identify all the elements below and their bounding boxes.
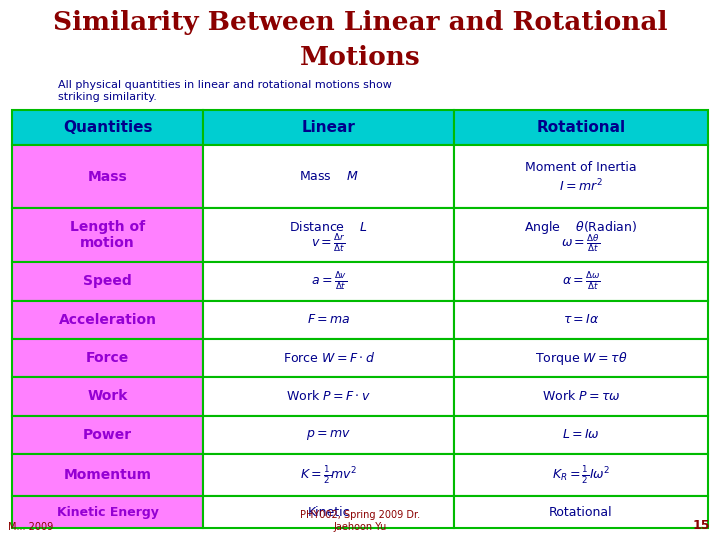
Bar xyxy=(12,416,204,454)
Text: Power: Power xyxy=(83,428,132,442)
Text: Momentum: Momentum xyxy=(63,468,152,482)
Text: $K = \frac{1}{2}mv^2$: $K = \frac{1}{2}mv^2$ xyxy=(300,464,357,486)
Bar xyxy=(204,377,454,416)
Bar xyxy=(454,454,708,496)
Text: Force: Force xyxy=(86,351,130,365)
Text: $v = \frac{\Delta r}{\Delta t}$: $v = \frac{\Delta r}{\Delta t}$ xyxy=(311,232,346,254)
Bar xyxy=(454,301,708,339)
Text: Kinetic: Kinetic xyxy=(307,505,350,518)
Bar xyxy=(12,301,204,339)
Bar xyxy=(204,145,454,208)
Text: Angle    $\theta$(Radian): Angle $\theta$(Radian) xyxy=(524,219,637,235)
Text: Speed: Speed xyxy=(84,274,132,288)
Text: Mass    $\mathit{M}$: Mass $\mathit{M}$ xyxy=(299,170,359,183)
Bar xyxy=(454,339,708,377)
Bar xyxy=(204,454,454,496)
Text: Work $P = \tau\omega$: Work $P = \tau\omega$ xyxy=(541,389,621,403)
Text: Moment of Inertia: Moment of Inertia xyxy=(525,161,636,174)
Text: $K_R = \frac{1}{2}I\omega^2$: $K_R = \frac{1}{2}I\omega^2$ xyxy=(552,464,610,486)
Bar xyxy=(454,416,708,454)
Text: Linear: Linear xyxy=(302,120,356,135)
Text: $\alpha = \frac{\Delta\omega}{\Delta t}$: $\alpha = \frac{\Delta\omega}{\Delta t}$ xyxy=(562,271,600,292)
Text: Similarity Between Linear and Rotational: Similarity Between Linear and Rotational xyxy=(53,10,667,35)
Bar xyxy=(204,339,454,377)
Bar xyxy=(12,339,204,377)
Text: Force $W = F\cdot d$: Force $W = F\cdot d$ xyxy=(282,351,375,365)
Bar xyxy=(454,496,708,528)
Text: 15: 15 xyxy=(693,519,710,532)
Text: PHY002, Spring 2009 Dr.
Jaehoon Yu: PHY002, Spring 2009 Dr. Jaehoon Yu xyxy=(300,510,420,532)
Bar xyxy=(204,301,454,339)
Text: $\omega = \frac{\Delta\theta}{\Delta t}$: $\omega = \frac{\Delta\theta}{\Delta t}$ xyxy=(562,233,600,254)
Text: Rotational: Rotational xyxy=(549,505,613,518)
Bar xyxy=(204,416,454,454)
Bar xyxy=(454,145,708,208)
Bar xyxy=(454,208,708,262)
Text: Work: Work xyxy=(88,389,128,403)
Text: Acceleration: Acceleration xyxy=(59,313,157,327)
Text: Kinetic Energy: Kinetic Energy xyxy=(57,505,158,518)
Bar xyxy=(12,496,204,528)
Bar xyxy=(454,377,708,416)
Text: M... 2009: M... 2009 xyxy=(8,522,53,532)
Text: Torque $W = \tau\theta$: Torque $W = \tau\theta$ xyxy=(535,349,627,367)
Text: All physical quantities in linear and rotational motions show
striking similarit: All physical quantities in linear and ro… xyxy=(58,80,392,102)
Bar xyxy=(12,208,204,262)
Text: Rotational: Rotational xyxy=(536,120,626,135)
Text: $\tau = I\alpha$: $\tau = I\alpha$ xyxy=(562,313,599,326)
Text: Quantities: Quantities xyxy=(63,120,153,135)
Bar xyxy=(12,454,204,496)
Bar xyxy=(12,110,204,145)
Text: $L = I\omega$: $L = I\omega$ xyxy=(562,428,600,441)
Text: $F = ma$: $F = ma$ xyxy=(307,313,351,326)
Bar xyxy=(454,262,708,301)
Text: Motions: Motions xyxy=(300,45,420,70)
Bar xyxy=(204,110,454,145)
Bar xyxy=(204,208,454,262)
Bar xyxy=(204,262,454,301)
Bar xyxy=(454,110,708,145)
Text: Work $P = F\cdot v$: Work $P = F\cdot v$ xyxy=(287,389,371,403)
Text: $p = mv$: $p = mv$ xyxy=(306,428,351,442)
Bar xyxy=(12,145,204,208)
Text: Mass: Mass xyxy=(88,170,127,184)
Text: $a = \frac{\Delta v}{\Delta t}$: $a = \frac{\Delta v}{\Delta t}$ xyxy=(310,271,347,292)
Bar xyxy=(12,262,204,301)
Bar xyxy=(204,496,454,528)
Text: $I = mr^2$: $I = mr^2$ xyxy=(559,178,603,194)
Text: Distance    $\mathit{L}$: Distance $\mathit{L}$ xyxy=(289,220,368,234)
Text: Length of
motion: Length of motion xyxy=(70,220,145,251)
Bar xyxy=(12,377,204,416)
